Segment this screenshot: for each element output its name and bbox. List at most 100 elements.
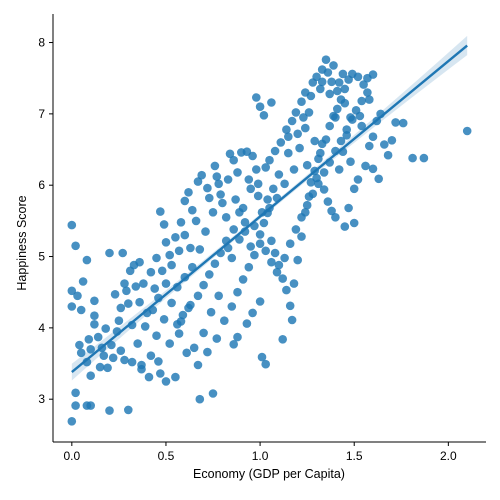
data-point (265, 155, 274, 165)
data-point (267, 236, 276, 246)
data-point (251, 93, 261, 102)
data-point (99, 351, 109, 361)
data-point (212, 334, 222, 343)
data-point (272, 267, 282, 277)
data-point (173, 282, 182, 292)
data-point (195, 394, 205, 404)
data-point (67, 302, 77, 311)
data-point (124, 405, 133, 415)
x-tick-label: 1.5 (346, 449, 363, 463)
data-point (186, 243, 195, 253)
data-point (282, 125, 291, 134)
data-point (368, 132, 378, 141)
data-point (150, 284, 159, 293)
data-point (333, 86, 342, 96)
data-point (235, 208, 244, 217)
data-point (233, 287, 242, 297)
data-point (103, 363, 112, 373)
data-point (201, 227, 210, 236)
data-point (342, 125, 352, 134)
data-point (120, 279, 129, 288)
data-point (314, 179, 323, 189)
data-point (135, 257, 144, 267)
data-point (297, 97, 306, 106)
data-point (93, 332, 103, 342)
data-point (338, 69, 348, 79)
data-point (346, 113, 355, 122)
data-point (274, 170, 284, 179)
data-point (282, 285, 291, 295)
data-point (116, 303, 126, 313)
data-point (144, 372, 154, 382)
data-point (334, 165, 344, 174)
data-point (299, 113, 308, 122)
data-point (231, 195, 240, 204)
data-point (101, 324, 110, 333)
regression-line (71, 44, 468, 374)
data-point (171, 372, 180, 382)
data-point (84, 335, 94, 344)
data-point (284, 132, 293, 141)
data-point (174, 329, 184, 338)
data-point (214, 179, 223, 189)
data-point (289, 279, 299, 288)
data-point (246, 242, 255, 251)
data-point (216, 190, 225, 199)
data-point (105, 248, 114, 258)
data-point (124, 299, 133, 308)
data-point (248, 308, 257, 318)
data-point (319, 168, 329, 177)
data-point (229, 340, 238, 349)
data-point (218, 198, 227, 208)
data-point (462, 126, 472, 136)
data-point (357, 121, 367, 131)
data-point (82, 255, 92, 265)
data-point (240, 218, 250, 227)
data-point (210, 259, 220, 269)
data-point (67, 417, 77, 426)
data-point (297, 213, 306, 222)
data-point (86, 401, 95, 410)
data-point (344, 203, 353, 213)
axes (49, 14, 486, 446)
regression-line-layer (71, 44, 468, 374)
data-point (197, 170, 206, 180)
data-point (157, 266, 167, 276)
data-point (161, 279, 171, 288)
data-point (280, 179, 289, 189)
data-point (253, 191, 263, 201)
data-point (255, 297, 265, 306)
data-point (255, 102, 265, 111)
data-point (346, 157, 355, 166)
data-point (221, 213, 231, 222)
data-point (214, 291, 223, 301)
data-point (349, 218, 359, 228)
data-point (191, 216, 201, 226)
data-point (259, 111, 269, 120)
data-point (308, 189, 318, 199)
y-tick-label: 7 (38, 107, 45, 121)
data-point (110, 290, 120, 299)
data-point (131, 282, 141, 291)
data-point (323, 197, 333, 206)
data-point (71, 241, 80, 251)
data-point (133, 339, 142, 348)
data-point (140, 322, 150, 331)
data-point (184, 188, 193, 197)
data-point (242, 319, 252, 328)
data-point (195, 245, 205, 254)
data-point (331, 213, 340, 222)
data-point (295, 143, 304, 153)
data-point (71, 388, 80, 398)
data-point (353, 175, 363, 184)
y-axis-label: Happiness Score (15, 195, 29, 290)
data-point (205, 270, 214, 279)
data-point (334, 78, 344, 87)
data-point (248, 151, 257, 161)
data-point (270, 248, 280, 258)
data-point (246, 184, 255, 194)
data-point (176, 218, 186, 227)
data-point (161, 238, 171, 247)
data-point (391, 118, 400, 127)
data-point (398, 118, 408, 128)
